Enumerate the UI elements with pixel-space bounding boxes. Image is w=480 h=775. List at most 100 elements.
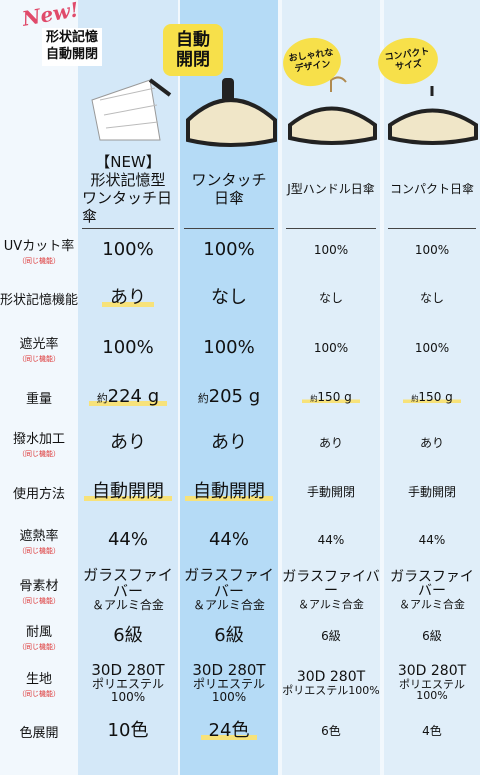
label-text: UVカット率 (3, 238, 75, 254)
cell: 6級 (282, 614, 380, 658)
cell-line: 30D 280T (192, 660, 266, 679)
cell-text: 150 g (418, 389, 453, 404)
cell-line: ＆アルミ合金 (298, 597, 364, 611)
cell-text: 205 g (208, 385, 261, 407)
name-line: ワンタッチ (191, 171, 267, 189)
cell-value: 100% (102, 336, 154, 358)
cell-line: ポリエステル100% (91, 677, 164, 704)
cell: 6級 (384, 614, 480, 658)
row-label: 生地 （同じ機能） (0, 663, 78, 703)
label-text: 骨素材 (19, 578, 59, 594)
cell-line: ポリエステル100% (282, 683, 380, 697)
cell-line: ＆アルミ合金 (92, 598, 164, 613)
cell-value: あり (102, 288, 154, 308)
column-badge: 自動 開閉 (163, 24, 223, 76)
cell: 約205 g (180, 375, 278, 419)
cell-value: 100% (414, 340, 450, 355)
cell-value: 44% (107, 528, 148, 550)
label-text: 形状記憶機能 (0, 292, 79, 308)
column-name: 【NEW】 形状記憶型 ワンタッチ日傘 (82, 150, 174, 229)
cell: 30D 280T ポリエステル100% (282, 661, 380, 705)
cell: 手動開閉 (384, 470, 480, 514)
cell-prefix: 約 (411, 393, 419, 403)
name-line: 【NEW】 (95, 153, 161, 171)
cell: あり (282, 421, 380, 465)
row-label: 形状記憶機能 (0, 278, 78, 318)
cell: 自動開閉 (180, 470, 278, 514)
cell-value: あり (419, 435, 444, 450)
cell-value: 24色 (200, 721, 258, 741)
label-text: 重量 (25, 391, 52, 407)
cell: なし (282, 276, 380, 320)
umbrella-4 (388, 86, 478, 145)
column-name: J型ハンドル日傘 (286, 150, 376, 229)
umbrella-2 (186, 78, 277, 147)
cell-line: ＆アルミ合金 (193, 598, 265, 613)
cell-line: ガラスファイバー (282, 568, 380, 600)
cell-value: 6級 (214, 624, 244, 646)
cell-value: 手動開閉 (306, 484, 355, 499)
cell-line: 30D 280T (296, 668, 366, 685)
product-images (91, 76, 478, 147)
label-text: 使用方法 (12, 486, 65, 502)
cell: 100% (384, 228, 480, 272)
cell: 44% (384, 518, 480, 562)
label-text: 遮熱率 (19, 528, 59, 544)
cell: 100% (78, 228, 178, 272)
cell-value: 約224 g (88, 385, 168, 407)
label-note: （同じ機能） (18, 546, 60, 555)
label-text: 遮光率 (19, 336, 59, 352)
row-label: 使用方法 (0, 472, 78, 512)
label-note: （同じ機能） (18, 689, 60, 698)
label-text: 生地 (25, 671, 52, 687)
cell: 44% (282, 518, 380, 562)
cell: 100% (282, 228, 380, 272)
cell: 100% (180, 326, 278, 370)
cell: あり (78, 276, 178, 320)
cell-value: 100% (414, 242, 450, 257)
cell-line: 30D 280T (91, 660, 165, 679)
name-line: J型ハンドル日傘 (287, 181, 375, 196)
cell: 100% (282, 326, 380, 370)
cell: 44% (78, 518, 178, 562)
cell-value: 100% (313, 340, 349, 355)
name-line: 形状記憶型 (90, 171, 166, 189)
cell: 30D 280T ポリエステル100% (78, 661, 178, 705)
cell: ガラスファイバー ＆アルミ合金 (180, 567, 278, 613)
cell-text: 150 g (317, 389, 352, 404)
cell: 約150 g (384, 375, 480, 419)
cell: ガラスファイバー ＆アルミ合金 (78, 567, 178, 613)
cell: 100% (384, 326, 480, 370)
row-label: 骨素材 （同じ機能） (0, 570, 78, 610)
cell-value: 100% (203, 238, 255, 260)
label-text: 撥水加工 (12, 431, 65, 447)
row-label: 遮光率 （同じ機能） (0, 328, 78, 368)
cell-value: なし (211, 286, 247, 308)
cell: 100% (180, 228, 278, 272)
badge-line: 開閉 (176, 50, 210, 70)
column-name: ワンタッチ 日傘 (184, 150, 274, 229)
name-line: コンパクト日傘 (389, 181, 474, 196)
cell-value: 約150 g (403, 389, 461, 404)
cell: 10色 (78, 709, 178, 753)
label-note: （同じ機能） (18, 449, 60, 458)
cell: ガラスファイバー ＆アルミ合金 (282, 568, 380, 612)
cell: 6級 (78, 614, 178, 658)
cell-value: あり (110, 431, 146, 453)
label-note: （同じ機能） (18, 642, 60, 651)
label-text: 耐風 (25, 624, 52, 640)
row-label: UVカット率 （同じ機能） (0, 230, 78, 270)
badge-line: 自動 (176, 29, 210, 50)
badge-line: サイズ (394, 59, 423, 73)
cell-value: 6色 (321, 723, 341, 738)
row-label: 色展開 (0, 711, 78, 751)
row-label: 遮熱率 （同じ機能） (0, 520, 78, 560)
cell-text: 224 g (107, 385, 160, 407)
cell-value: 44% (317, 532, 345, 547)
cell-value: 6級 (321, 628, 341, 643)
cell-line: ガラスファイバー (390, 568, 474, 600)
label-note: （同じ機能） (18, 596, 60, 605)
badge-line: 自動開閉 (46, 46, 99, 62)
cell: 約224 g (78, 375, 178, 419)
